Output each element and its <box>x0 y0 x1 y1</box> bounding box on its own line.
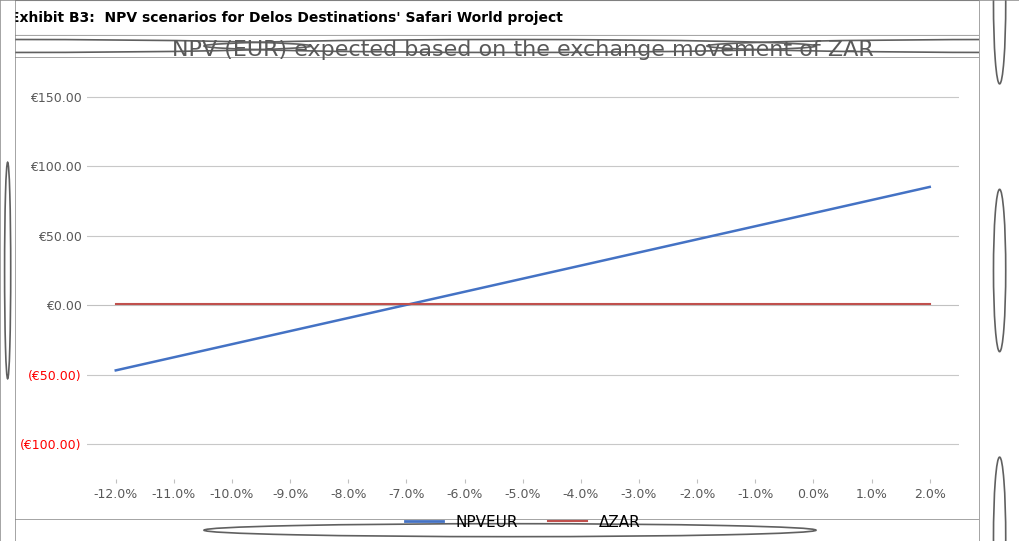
ΔZAR <box>748 301 760 308</box>
NPVEUR <box>516 275 528 282</box>
NPVEUR <box>691 236 703 242</box>
ΔZAR <box>399 301 412 308</box>
NPVEUR <box>632 249 644 256</box>
NPVEUR <box>807 210 819 216</box>
ΔZAR <box>864 301 876 308</box>
NPVEUR <box>167 354 180 360</box>
ΔZAR <box>459 301 471 308</box>
Text: Exhibit B3:  NPV scenarios for Delos Destinations' Safari World project: Exhibit B3: NPV scenarios for Delos Dest… <box>10 11 562 24</box>
ΔZAR <box>283 301 296 308</box>
ΔZAR <box>226 301 238 308</box>
NPVEUR <box>575 262 587 269</box>
NPVEUR <box>283 328 296 334</box>
Legend: NPVEUR, ΔZAR: NPVEUR, ΔZAR <box>398 509 646 536</box>
NPVEUR <box>342 315 355 321</box>
NPVEUR <box>748 223 760 229</box>
NPVEUR <box>110 367 122 374</box>
ΔZAR <box>167 301 180 308</box>
NPVEUR <box>459 288 471 295</box>
Line: NPVEUR: NPVEUR <box>116 187 929 371</box>
ΔZAR <box>691 301 703 308</box>
ΔZAR <box>516 301 528 308</box>
NPVEUR <box>399 302 412 308</box>
ΔZAR <box>632 301 644 308</box>
NPVEUR <box>226 341 238 347</box>
ΔZAR <box>342 301 355 308</box>
ΔZAR <box>807 301 819 308</box>
NPVEUR <box>864 197 876 203</box>
ΔZAR <box>575 301 587 308</box>
ΔZAR <box>110 301 122 308</box>
NPVEUR <box>923 184 935 190</box>
ΔZAR <box>923 301 935 308</box>
Title: NPV (EUR) expected based on the exchange movement of ZAR: NPV (EUR) expected based on the exchange… <box>172 40 872 60</box>
